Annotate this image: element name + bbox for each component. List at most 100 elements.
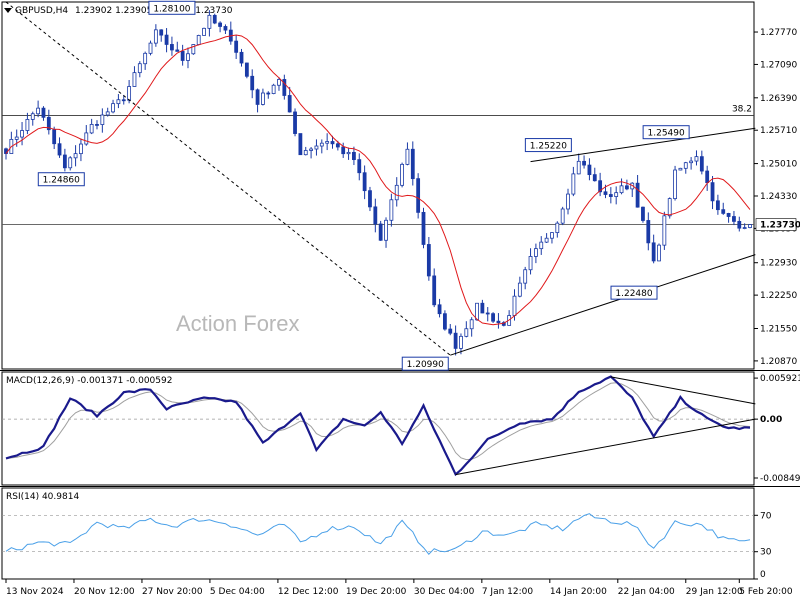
- candle-body: [368, 190, 372, 208]
- price-axis-label: 1.22930: [760, 259, 797, 269]
- candle-body: [501, 322, 506, 326]
- candle-body: [491, 313, 495, 322]
- candle-body: [528, 256, 533, 271]
- candle-body: [587, 164, 592, 176]
- time-axis-label: 22 Jan 04:00: [618, 587, 675, 597]
- candle-body: [20, 130, 24, 138]
- macd-trend-line: [455, 418, 756, 476]
- candle-body: [52, 129, 57, 145]
- candle-body: [132, 72, 137, 87]
- candle-body: [127, 86, 132, 101]
- price-annotation-box: [37, 172, 85, 187]
- candle-body: [389, 199, 394, 221]
- current-price-tag: [755, 218, 797, 231]
- candle-body: [314, 145, 319, 150]
- price-panel: [1, 1, 755, 370]
- price-axis-label: 1.26390: [760, 94, 797, 104]
- time-axis-label: 19 Dec 20:00: [346, 587, 407, 597]
- candle-body: [732, 216, 736, 222]
- candle-body: [603, 191, 608, 195]
- candle-body: [715, 200, 720, 211]
- candle-body: [95, 124, 99, 126]
- candle-body: [635, 182, 640, 208]
- candle-body: [582, 160, 586, 166]
- candle-body: [30, 113, 35, 120]
- rsi-axis-label: 30: [760, 548, 772, 558]
- price-annotation-box: [610, 285, 658, 300]
- trend-line: [530, 127, 756, 163]
- candle-body: [576, 160, 581, 175]
- candle-body: [207, 14, 212, 29]
- price-axis-label: 1.27090: [760, 60, 797, 70]
- macd-signal-line: [5, 382, 751, 461]
- candle-body: [341, 146, 346, 155]
- candle-body: [410, 148, 415, 180]
- candle-body: [608, 194, 613, 197]
- price-axis-label: 1.27770: [760, 28, 797, 38]
- candle-body: [255, 89, 260, 105]
- candle-body: [261, 92, 265, 105]
- candle-body: [212, 14, 217, 24]
- candle-body: [673, 169, 677, 200]
- candle-body: [57, 143, 62, 156]
- candle-body: [426, 244, 431, 277]
- candle-body: [469, 319, 474, 330]
- candle-body: [689, 160, 694, 164]
- price-annotation-label: 1.24860: [43, 176, 80, 186]
- candle-body: [100, 114, 105, 125]
- candle-body: [346, 151, 351, 155]
- candle-body: [453, 332, 458, 349]
- candle-body: [651, 242, 656, 262]
- candle-body: [432, 275, 437, 306]
- candle-body: [170, 44, 174, 51]
- macd-header: MACD(12,26,9) -0.001371 -0.000592: [6, 376, 172, 386]
- price-annotation-box: [401, 356, 449, 371]
- macd-panel: [1, 371, 755, 486]
- candle-body: [180, 50, 185, 61]
- candle-body: [282, 79, 287, 96]
- candle-body: [14, 136, 19, 140]
- candle-body: [234, 40, 239, 53]
- candle-body: [592, 174, 597, 182]
- candle-body: [705, 170, 710, 184]
- price-axis-label: 1.25710: [760, 126, 797, 136]
- price-annotation-box: [524, 138, 572, 153]
- price-annotation-label: 1.22480: [615, 289, 652, 299]
- candle-body: [73, 153, 78, 159]
- price-axis-label: 1.24330: [760, 192, 797, 202]
- candle-body: [384, 219, 388, 241]
- candle-body: [36, 107, 41, 115]
- candle-body: [737, 220, 742, 229]
- candle-body: [646, 220, 651, 244]
- candle-body: [405, 148, 410, 165]
- time-axis-label: 5 Feb 20:00: [739, 587, 793, 597]
- candle-body: [619, 185, 624, 194]
- time-axis-label: 30 Dec 04:00: [414, 587, 475, 597]
- candle-body: [544, 237, 549, 243]
- candle-body: [459, 335, 463, 349]
- candle-body: [694, 156, 699, 162]
- price-axis-label: 1.21550: [760, 324, 797, 334]
- chart-menu-arrow[interactable]: [4, 8, 12, 13]
- candle-body: [657, 244, 661, 262]
- rsi-axis-label: 70: [760, 511, 772, 521]
- price-annotation-label: 1.28100: [153, 4, 190, 14]
- candle-body: [721, 209, 726, 214]
- candle-body: [330, 141, 335, 145]
- candle-body: [517, 282, 522, 297]
- candle-body: [378, 223, 383, 241]
- time-axis-label: 12 Dec 12:00: [278, 587, 339, 597]
- time-axis-label: 7 Jan 12:00: [482, 587, 534, 597]
- candle-body: [218, 22, 223, 27]
- candle-body: [309, 148, 313, 151]
- price-annotation-label: 1.20990: [407, 360, 444, 370]
- candle-body: [79, 143, 83, 155]
- candle-body: [480, 302, 485, 314]
- time-axis-label: 29 Jan 12:00: [686, 587, 743, 597]
- price-annotation-box: [642, 125, 690, 140]
- candle-body: [539, 241, 544, 250]
- candle-body: [105, 111, 110, 116]
- dashed-trend-line: [5, 1, 451, 356]
- candle-body: [683, 162, 688, 169]
- moving-average-line: [5, 34, 751, 326]
